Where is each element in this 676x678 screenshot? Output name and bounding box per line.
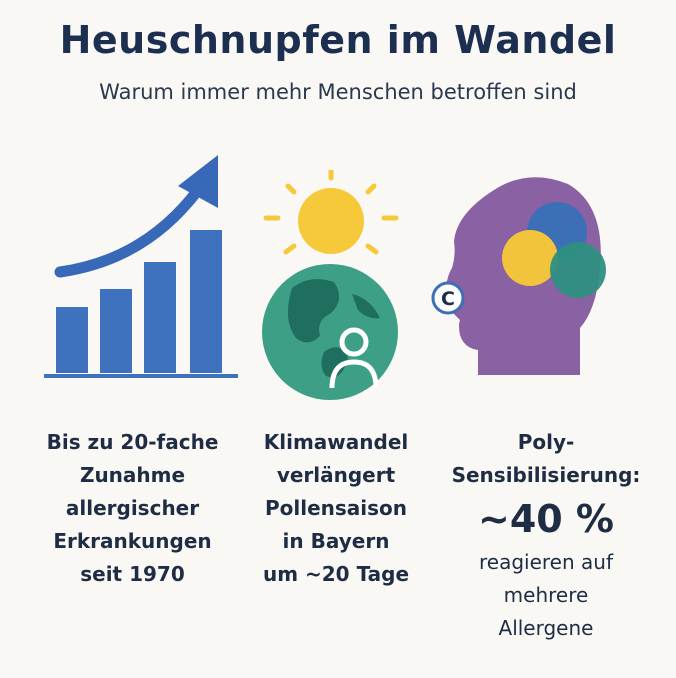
allergen-circle-yellow <box>502 230 558 286</box>
allergen-circle-teal <box>550 242 606 298</box>
bar-icon-1 <box>56 307 88 373</box>
baseline <box>44 374 238 378</box>
sun-icon <box>263 170 399 255</box>
page-subtitle: Warum immer mehr Menschen betroffen sind <box>99 80 577 104</box>
caption-line: Sensibilisierung: <box>451 463 641 487</box>
caption-climate: Klimawandel verlängert Pollensaison in B… <box>238 426 434 591</box>
caption-line: in Bayern <box>282 529 390 553</box>
page-title: Heuschnupfen im Wandel <box>59 18 617 62</box>
caption-line: verlängert <box>276 463 396 487</box>
caption-line: Poly- <box>517 430 575 454</box>
caption-line: Klimawandel <box>263 430 409 454</box>
caption-line: Erkrankungen <box>53 529 212 553</box>
caption-line: mehrere <box>503 583 589 607</box>
badge-letter: C <box>441 288 455 310</box>
trend-arrow-icon <box>54 184 204 278</box>
bar-icon-4 <box>190 230 222 373</box>
sun-over-globe-person-icon <box>262 170 399 400</box>
caption-line: Pollensaison <box>264 496 408 520</box>
caption-line: seit 1970 <box>80 562 185 586</box>
caption-line: um ~20 Tage <box>262 562 410 586</box>
head-allergen-circles-icon: C <box>431 177 606 375</box>
rising-bar-chart-icon <box>44 155 238 378</box>
caption-line: allergischer <box>65 496 200 520</box>
copyright-badge-icon <box>431 281 465 315</box>
caption-line: Allergene <box>498 616 594 640</box>
bar-icon-2 <box>100 289 132 373</box>
caption-line: Bis zu 20-fache <box>46 430 219 454</box>
arrowhead-icon <box>178 155 218 208</box>
caption-line: reagieren auf <box>479 550 613 574</box>
person-icon <box>329 327 379 389</box>
percentage-value: ~40 % <box>477 497 615 541</box>
bar-icon-3 <box>144 262 176 373</box>
caption-polysensitization: Poly- Sensibilisierung: ~40 % reagieren … <box>436 426 656 645</box>
caption-growth: Bis zu 20-fache Zunahme allergischer Erk… <box>30 426 235 591</box>
caption-line: Zunahme <box>79 463 186 487</box>
